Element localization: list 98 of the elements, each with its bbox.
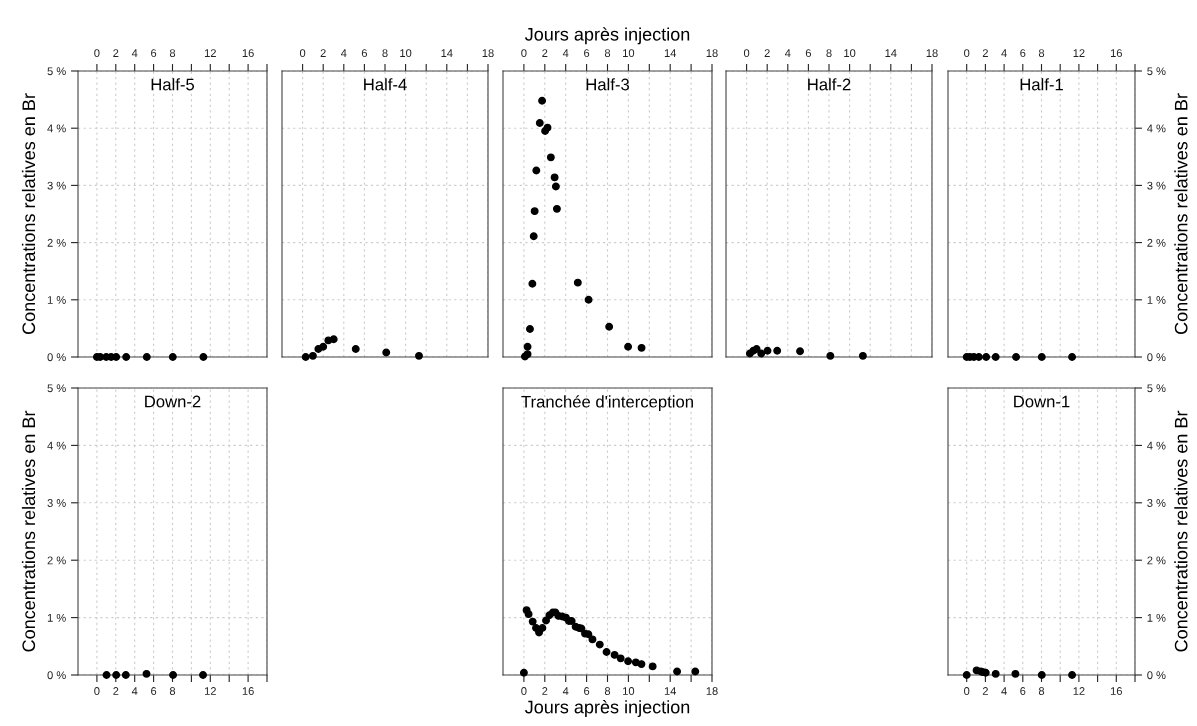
x-axis-title: Jours après injection — [524, 27, 690, 45]
y-tick-label: 4 % — [47, 124, 66, 133]
x-tick-label: 2 — [764, 49, 770, 57]
chart-title: Half-1 — [1020, 78, 1063, 91]
x-tick-label: 4 — [784, 49, 791, 57]
x-tick-label: 16 — [242, 687, 254, 695]
x-axis-title: Jours après injection — [524, 699, 690, 717]
x-tick-label: 0 — [743, 49, 750, 57]
x-tick-label: 2 — [542, 687, 548, 695]
x-tick-label: 0 — [94, 687, 100, 695]
x-tick-label: 8 — [169, 49, 176, 57]
x-tick-label: 18 — [482, 49, 494, 57]
y-tick-label: 1 % — [47, 613, 66, 622]
y-axis-title: Concentrations relatives en Br — [1174, 93, 1188, 335]
x-tick-label: 10 — [623, 687, 635, 695]
x-tick-label: 2 — [982, 687, 988, 695]
x-tick-label: 10 — [844, 49, 856, 57]
x-tick-label: 12 — [204, 49, 216, 57]
y-tick-label: 0 % — [47, 671, 66, 680]
y-tick-label: 4 % — [47, 441, 66, 450]
y-tick-label: 2 % — [1147, 556, 1166, 565]
x-tick-label: 16 — [1110, 687, 1122, 695]
x-tick-label: 18 — [706, 687, 718, 695]
x-tick-label: 8 — [604, 49, 611, 57]
x-tick-label: 8 — [382, 49, 388, 57]
y-tick-label: 1 % — [1147, 296, 1166, 304]
x-tick-label: 14 — [664, 687, 677, 695]
x-tick-label: 0 — [964, 687, 970, 695]
y-tick-label: 5 % — [47, 67, 66, 76]
y-tick-label: 2 % — [47, 556, 66, 565]
x-tick-label: 6 — [151, 49, 157, 57]
x-tick-label: 14 — [664, 49, 677, 57]
y-tick-label: 0 % — [47, 353, 66, 362]
x-tick-label: 4 — [131, 687, 138, 695]
x-tick-label: 0 — [521, 49, 527, 57]
y-tick-label: 3 % — [1147, 499, 1166, 507]
x-tick-label: 8 — [1038, 49, 1045, 57]
y-axis-title: Concentrations relatives en Br — [21, 410, 36, 652]
y-tick-label: 2 % — [1147, 238, 1166, 247]
y-tick-label: 0 % — [1147, 671, 1166, 680]
x-tick-label: 12 — [204, 687, 216, 695]
x-tick-label: 18 — [926, 49, 938, 57]
x-tick-label: 8 — [604, 687, 611, 695]
y-tick-label: 2 % — [47, 238, 66, 247]
x-tick-label: 6 — [151, 687, 157, 695]
x-tick-label: 4 — [1001, 49, 1007, 57]
x-tick-label: 2 — [320, 49, 326, 57]
x-tick-label: 4 — [562, 687, 569, 695]
x-tick-label: 2 — [982, 49, 988, 57]
chart-title: Half-4 — [364, 78, 407, 91]
x-tick-label: 0 — [521, 687, 527, 695]
x-tick-label: 6 — [805, 49, 811, 57]
x-tick-label: 10 — [623, 49, 635, 57]
x-tick-label: 0 — [94, 49, 100, 57]
y-tick-label: 0 % — [1147, 353, 1166, 362]
x-tick-label: 12 — [1073, 49, 1085, 57]
x-tick-label: 16 — [242, 49, 254, 57]
y-tick-label: 5 % — [1147, 67, 1166, 76]
x-tick-label: 6 — [584, 687, 590, 695]
x-tick-label: 4 — [340, 49, 347, 57]
x-tick-label: 10 — [400, 49, 412, 57]
x-tick-label: 8 — [826, 49, 832, 57]
y-tick-label: 4 % — [1147, 441, 1166, 450]
y-tick-label: 1 % — [47, 296, 66, 304]
y-tick-label: 1 % — [1147, 613, 1166, 622]
chart-title: Half-2 — [808, 78, 851, 91]
x-tick-label: 4 — [131, 49, 138, 57]
chart-title: Down-1 — [1014, 395, 1070, 408]
x-tick-label: 8 — [169, 687, 176, 695]
y-tick-label: 5 % — [1147, 384, 1166, 393]
x-tick-label: 14 — [441, 49, 453, 57]
x-tick-label: 16 — [1110, 49, 1122, 57]
x-tick-label: 6 — [584, 49, 590, 57]
x-tick-label: 6 — [1020, 687, 1026, 695]
y-tick-label: 4 % — [1147, 124, 1166, 133]
y-tick-label: 3 % — [1147, 181, 1166, 190]
x-tick-label: 4 — [1001, 687, 1007, 695]
x-tick-label: 6 — [361, 49, 367, 57]
x-tick-label: 6 — [1020, 49, 1026, 57]
x-tick-label: 2 — [113, 49, 119, 57]
x-tick-label: 12 — [1073, 687, 1085, 695]
x-tick-label: 8 — [1038, 687, 1045, 695]
x-tick-label: 14 — [885, 49, 897, 57]
x-tick-label: 18 — [706, 49, 718, 57]
x-tick-label: 4 — [562, 49, 569, 57]
x-tick-label: 2 — [113, 687, 119, 695]
y-tick-label: 3 % — [47, 499, 66, 507]
y-axis-title: Concentrations relatives en Br — [21, 93, 36, 335]
x-tick-label: 0 — [299, 49, 306, 57]
y-tick-label: 3 % — [47, 181, 66, 190]
chart-title: Tranchée d'interception — [521, 395, 693, 411]
x-tick-label: 0 — [964, 49, 970, 57]
y-tick-label: 5 % — [47, 384, 66, 393]
chart-title: Half-3 — [586, 78, 629, 91]
chart-title: Half-5 — [151, 78, 195, 91]
x-tick-label: 2 — [542, 49, 548, 57]
y-axis-title: Concentrations relatives en Br — [1174, 410, 1188, 652]
chart-title: Down-2 — [145, 395, 201, 408]
